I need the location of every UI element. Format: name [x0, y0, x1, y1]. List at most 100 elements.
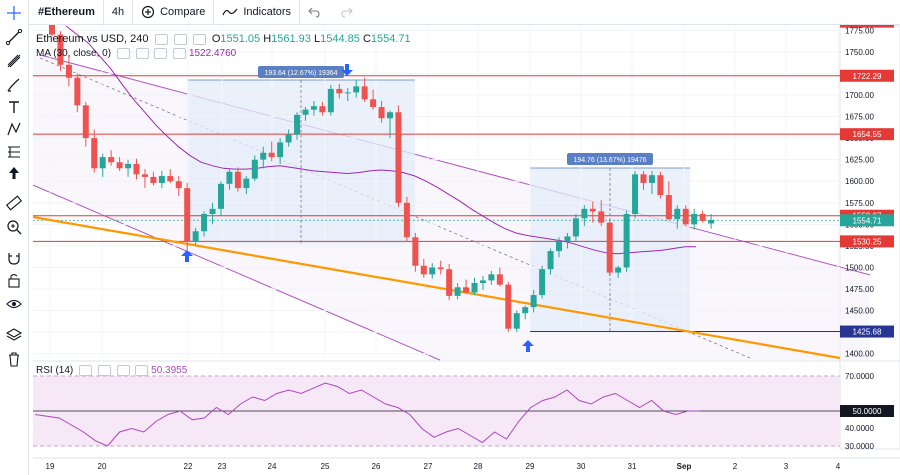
text-icon[interactable]: [5, 98, 23, 116]
rsi-value: 50.3955: [151, 365, 188, 377]
x-tick-label: 4: [836, 462, 841, 471]
y-tick-label: 1775.00: [845, 26, 874, 35]
candle-body: [648, 175, 655, 183]
crosshair-icon[interactable]: [5, 4, 23, 22]
redo-icon: [341, 7, 353, 18]
candle-body: [505, 284, 512, 329]
trash-icon[interactable]: [5, 350, 23, 368]
candle-body: [429, 267, 436, 275]
candle-body: [378, 107, 385, 119]
y-tick-label: 1700.00: [845, 91, 874, 100]
y-tick-label: 1750.00: [845, 48, 874, 57]
ma-settings-box[interactable]: [116, 48, 130, 59]
candle-body: [353, 86, 360, 93]
series-title: Ethereum vs USD, 240: [36, 33, 149, 45]
drawing-toolbar: [0, 0, 29, 475]
legend-hide-box[interactable]: [173, 33, 187, 45]
redo-button[interactable]: [333, 0, 366, 24]
fib-icon[interactable]: [5, 143, 23, 161]
rsi-current-tag: [840, 405, 894, 417]
x-tick-label: Sep: [677, 462, 692, 471]
candle-body: [57, 34, 64, 65]
candle-body: [589, 208, 596, 212]
x-tick-label: 2: [733, 462, 738, 471]
arrow-icon[interactable]: [5, 164, 23, 182]
x-tick-label: 22: [184, 462, 193, 471]
candle-body: [99, 157, 106, 169]
ma-hide-box[interactable]: [135, 48, 149, 59]
candle-body: [336, 88, 343, 94]
layers-icon[interactable]: [5, 326, 23, 344]
ruler-icon[interactable]: [5, 194, 23, 212]
lock-icon[interactable]: [5, 271, 23, 289]
candle-body: [192, 231, 199, 242]
compare-icon: [142, 5, 155, 19]
symbol-search-button[interactable]: #Ethereum: [0, 0, 104, 24]
candle-body: [632, 174, 639, 214]
candle-body: [234, 171, 241, 189]
rsi-hide-box[interactable]: [97, 365, 111, 376]
candle-body: [285, 134, 292, 143]
legend-remove-box[interactable]: [192, 33, 206, 45]
candle-body: [361, 86, 368, 100]
measure-label-bg: [567, 153, 653, 165]
candle-body: [277, 142, 284, 158]
price-level-label: 1530.25: [853, 237, 882, 246]
candle-body: [141, 174, 148, 177]
candle-body: [125, 163, 132, 169]
rsi-label: RSI (14): [36, 365, 74, 377]
zoom-in-icon[interactable]: [5, 218, 23, 236]
undo-icon: [308, 7, 320, 18]
rsi-remove-box[interactable]: [116, 365, 130, 376]
pattern-icon[interactable]: [5, 120, 23, 138]
candle-body: [556, 241, 562, 252]
eye-icon[interactable]: [5, 295, 23, 313]
indicators-icon: [222, 8, 238, 16]
candle-body: [699, 213, 706, 221]
pitchfork-icon[interactable]: [5, 52, 23, 70]
rsi-more-box[interactable]: [135, 365, 149, 376]
y-tick-label: 1500.00: [845, 263, 874, 272]
undo-button[interactable]: [300, 0, 333, 24]
measure-label-bg: [258, 66, 344, 78]
buy-arrow-icon: [522, 340, 534, 352]
magnet-icon[interactable]: [5, 249, 23, 267]
interval-button[interactable]: 4h: [104, 0, 134, 24]
ma-more-box[interactable]: [173, 48, 187, 59]
top-toolbar: #Ethereum 4h Compare Indicators: [0, 0, 900, 25]
candle-body: [387, 112, 393, 119]
high-value: 1561.93: [271, 33, 311, 45]
candle-body: [479, 280, 486, 283]
trend-line-icon[interactable]: [5, 28, 23, 46]
rsi-tick-label: 40.0000: [845, 424, 874, 433]
candle-body: [471, 282, 478, 293]
candle-body: [530, 295, 537, 308]
candle-body: [598, 211, 605, 223]
candle-body: [226, 171, 233, 184]
compare-label: Compare: [160, 6, 206, 18]
open-label: O: [211, 33, 221, 45]
indicators-label: Indicators: [243, 6, 292, 18]
candle-body: [268, 152, 275, 158]
low-label: L: [313, 33, 321, 45]
price-level-label: 1722.29: [853, 72, 882, 81]
x-tick-label: 31: [628, 462, 637, 471]
ma-value: 1522.4760: [188, 48, 237, 60]
indicators-button[interactable]: Indicators: [214, 0, 301, 24]
candle-body: [657, 175, 664, 196]
rsi-settings-box[interactable]: [79, 365, 93, 376]
candle-body: [302, 109, 309, 115]
brush-icon[interactable]: [5, 76, 23, 94]
candle-body: [370, 99, 377, 108]
compare-button[interactable]: Compare: [133, 0, 215, 24]
candle-body: [615, 267, 622, 273]
x-tick-label: 29: [526, 462, 535, 471]
legend-settings-box[interactable]: [154, 33, 168, 45]
candle-body: [488, 274, 495, 281]
candle-body: [420, 265, 427, 275]
support-trend-line: [32, 215, 841, 360]
x-tick-label: 20: [98, 462, 107, 471]
ma-remove-box[interactable]: [154, 48, 168, 59]
candle-body: [682, 208, 689, 225]
